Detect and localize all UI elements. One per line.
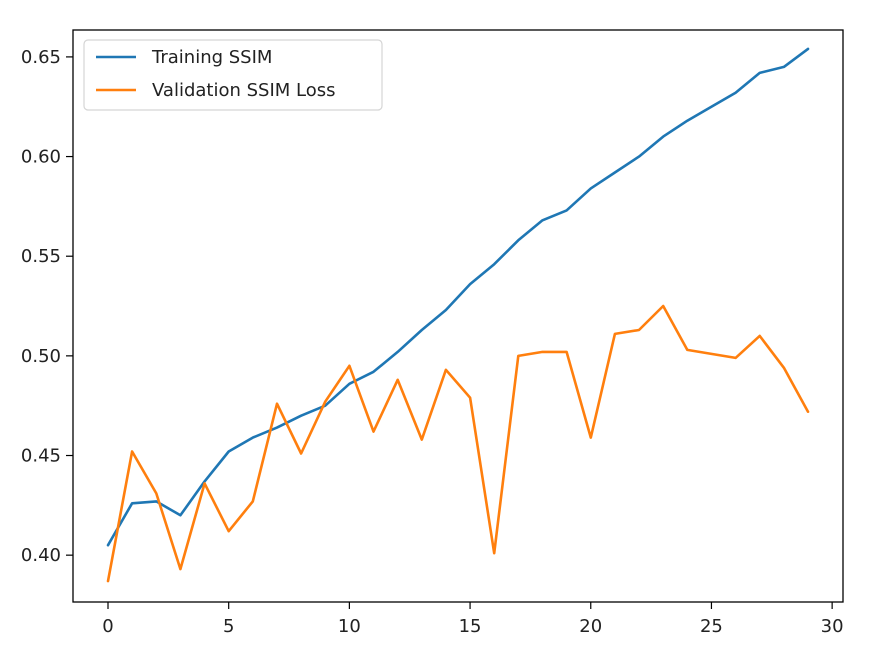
y-axis: 0.40 0.45 0.50 0.55 0.60 0.65 xyxy=(21,47,73,566)
legend: Training SSIM Validation SSIM Loss xyxy=(83,39,383,111)
legend-box xyxy=(83,39,383,111)
plot-frame xyxy=(72,29,844,603)
y-tick-label: 0.60 xyxy=(21,147,61,168)
legend-label: Validation SSIM Loss xyxy=(152,80,336,101)
series-line-1 xyxy=(106,47,810,547)
series-line-2 xyxy=(106,304,810,583)
x-tick-label: 15 xyxy=(459,616,482,637)
x-tick-label: 30 xyxy=(821,616,844,637)
y-tick-label: 0.65 xyxy=(21,47,61,68)
x-tick-label: 25 xyxy=(700,616,723,637)
legend-label: Training SSIM xyxy=(151,47,272,68)
y-tick-label: 0.40 xyxy=(21,545,61,566)
x-axis: 0 5 10 15 20 25 30 xyxy=(102,602,844,637)
x-tick-label: 0 xyxy=(102,616,113,637)
x-tick-label: 5 xyxy=(223,616,234,637)
y-tick-label: 0.45 xyxy=(21,446,61,467)
x-tick-label: 10 xyxy=(338,616,361,637)
y-tick-label: 0.55 xyxy=(21,246,61,267)
x-tick-label: 20 xyxy=(579,616,602,637)
y-tick-label: 0.50 xyxy=(21,346,61,367)
series-lines xyxy=(106,47,810,583)
